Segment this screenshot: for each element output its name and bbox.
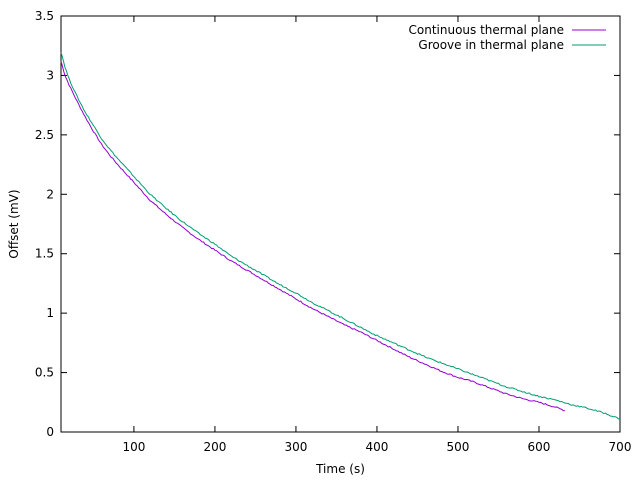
x-tick-label: 400 xyxy=(366,440,389,454)
y-tick-label: 0 xyxy=(46,425,54,439)
x-tick-label: 500 xyxy=(447,440,470,454)
x-axis-label: Time (s) xyxy=(315,462,365,476)
x-tick-label: 100 xyxy=(122,440,145,454)
series-lines xyxy=(60,52,621,420)
axis-ticks: 100 200 300 400 500 600 700 0 0.5 1 1.5 2 2.5 3 3.5 xyxy=(35,9,632,454)
x-tick-label: 300 xyxy=(284,440,307,454)
y-tick-label: 1.5 xyxy=(35,247,54,261)
x-tick-label: 600 xyxy=(528,440,551,454)
x-tick-label: 700 xyxy=(609,440,632,454)
y-tick-label: 0.5 xyxy=(35,366,54,380)
legend-label-2: Groove in thermal plane xyxy=(418,38,564,52)
x-tick-label: 200 xyxy=(203,440,226,454)
y-axis-label: Offset (mV) xyxy=(7,189,21,258)
y-tick-label: 2.5 xyxy=(35,128,54,142)
y-tick-label: 2 xyxy=(46,187,54,201)
series-line-2 xyxy=(60,52,621,420)
series-line-1 xyxy=(60,61,565,412)
y-tick-label: 3.5 xyxy=(35,9,54,23)
y-tick-label: 1 xyxy=(46,306,54,320)
legend-label-1: Continuous thermal plane xyxy=(409,23,565,37)
y-tick-label: 3 xyxy=(46,68,54,82)
plot-frame xyxy=(60,15,621,433)
